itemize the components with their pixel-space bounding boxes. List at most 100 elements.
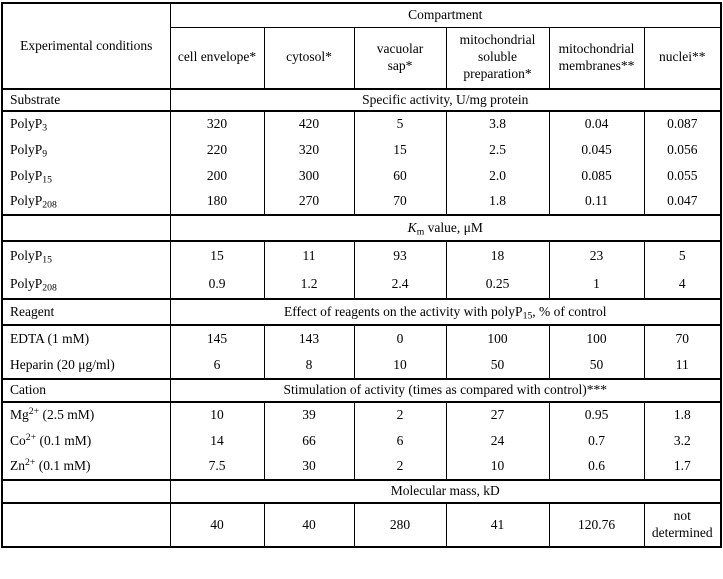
cell-value: 11 — [643, 352, 722, 379]
cell-value: 0.087 — [643, 111, 722, 137]
cell-value: 180 — [169, 189, 264, 215]
row-label: Zn2+ (0.1 mM) — [10, 457, 91, 474]
cell-value: 50 — [548, 352, 644, 379]
cell-value: 2 — [353, 454, 446, 480]
cell-value: 41 — [445, 503, 549, 547]
section-row-molecular-mass: Molecular mass, kD — [2, 479, 722, 504]
section-row-substrate: Substrate Specific activity, U/mg protei… — [2, 88, 722, 112]
cell-value: 2.5 — [445, 137, 549, 163]
table-row: PolyP15 15 11 93 18 23 5 — [2, 241, 722, 270]
cell-value: 220 — [169, 137, 264, 163]
cell-value: 60 — [353, 163, 446, 189]
column-header-mito-soluble: mitochondrial soluble preparation* — [445, 27, 549, 89]
cell-value: 39 — [263, 402, 354, 428]
cell-value: 14 — [169, 428, 264, 454]
column-header-mito-membranes: mitochondrial membranes** — [548, 27, 644, 89]
compartment-header-row: Experimental conditions Compartment — [2, 3, 722, 53]
cell-value: 3.2 — [643, 428, 722, 454]
section-row-km: Km value, μM — [2, 214, 722, 242]
cell-value: 5 — [353, 111, 446, 137]
cell-value: 18 — [445, 241, 549, 270]
cell-value: 145 — [169, 325, 264, 352]
cell-value: 27 — [445, 402, 549, 428]
section-title: Stimulation of activity (times as compar… — [169, 378, 722, 403]
cell-value: 70 — [353, 189, 446, 215]
cell-value: 300 — [263, 163, 354, 189]
cell-value: 10 — [169, 402, 264, 428]
cell-value: 8 — [263, 352, 354, 379]
cell-value: 15 — [353, 137, 446, 163]
cell-value: 100 — [445, 325, 549, 352]
row-label: Co2+ (0.1 mM) — [10, 431, 92, 448]
cell-value: 1 — [548, 270, 644, 299]
section-title: Molecular mass, kD — [169, 479, 722, 504]
cell-value: 30 — [263, 454, 354, 480]
row-label: PolyP208 — [10, 193, 57, 211]
cell-value: 0.11 — [548, 189, 644, 215]
cell-value: 2.0 — [445, 163, 549, 189]
cell-value: 1.8 — [643, 402, 722, 428]
cell-value: 10 — [445, 454, 549, 480]
table-row: EDTA (1 mM) 145 143 0 100 100 70 — [2, 325, 722, 352]
cell-value: 24 — [445, 428, 549, 454]
section-label: Reagent — [2, 298, 170, 326]
section-title-text: Specific activity, U/mg protein — [362, 91, 529, 107]
cell-value: 66 — [263, 428, 354, 454]
table-row: Zn2+ (0.1 mM) 7.5 30 2 10 0.6 1.7 — [2, 454, 722, 480]
table-row: Heparin (20 μg/ml) 6 8 10 50 50 11 — [2, 352, 722, 379]
column-header-row: cell envelope* cytosol* vacuolar sap* mi… — [2, 27, 722, 89]
row-label: Heparin (20 μg/ml) — [10, 356, 115, 372]
cell-value: 2.4 — [353, 270, 446, 299]
cell-value: not determined — [643, 503, 722, 547]
column-header-cell-envelope: cell envelope* — [169, 27, 264, 89]
cell-value: 320 — [263, 137, 354, 163]
experimental-conditions-table: Experimental conditions Compartment cell… — [1, 2, 723, 548]
section-label — [2, 479, 170, 504]
section-title: Km value, μM — [169, 214, 722, 242]
cell-value: 50 — [445, 352, 549, 379]
corner-header: Experimental conditions — [20, 37, 153, 53]
cell-value: 0.085 — [548, 163, 644, 189]
row-label: EDTA (1 mM) — [10, 330, 90, 346]
cell-value: 5 — [643, 241, 722, 270]
cell-value: 15 — [169, 241, 264, 270]
cell-value: 0.047 — [643, 189, 722, 215]
scanned-table-page: Experimental conditions Compartment cell… — [1, 2, 723, 548]
table-row: PolyP3 320 420 5 3.8 0.04 0.087 — [2, 111, 722, 137]
column-header-nuclei: nuclei** — [643, 27, 722, 89]
cell-value: 0.045 — [548, 137, 644, 163]
row-label — [2, 503, 170, 547]
cell-value: 6 — [353, 428, 446, 454]
cell-value: 0.056 — [643, 137, 722, 163]
cell-value: 320 — [169, 111, 264, 137]
row-label: PolyP15 — [10, 247, 52, 266]
cell-value: 70 — [643, 325, 722, 352]
table-row: PolyP208 0.9 1.2 2.4 0.25 1 4 — [2, 270, 722, 299]
cell-value: 120.76 — [548, 503, 644, 547]
table-row: Mg2+ (2.5 mM) 10 39 2 27 0.95 1.8 — [2, 402, 722, 428]
cell-value: 93 — [353, 241, 446, 270]
cell-value: 0.04 — [548, 111, 644, 137]
cell-value: 1.8 — [445, 189, 549, 215]
section-row-reagent: Reagent Effect of reagents on the activi… — [2, 298, 722, 326]
section-label: Cation — [2, 378, 170, 403]
section-label — [2, 214, 170, 242]
cell-value: 0.055 — [643, 163, 722, 189]
cell-value: 1.2 — [263, 270, 354, 299]
compartment-header: Compartment — [169, 3, 722, 28]
cell-value: 0.6 — [548, 454, 644, 480]
cell-value: 10 — [353, 352, 446, 379]
cell-value: 0.95 — [548, 402, 644, 428]
table-row: 40 40 280 41 120.76 not determined — [2, 503, 722, 547]
cell-value: 0.9 — [169, 270, 264, 299]
table-row: PolyP208 180 270 70 1.8 0.11 0.047 — [2, 189, 722, 215]
row-label: PolyP15 — [10, 167, 52, 186]
cell-value: 200 — [169, 163, 264, 189]
cell-value: 23 — [548, 241, 644, 270]
section-row-cation: Cation Stimulation of activity (times as… — [2, 378, 722, 403]
cell-value: 0.25 — [445, 270, 549, 299]
cell-value: 100 — [548, 325, 644, 352]
cell-value: 1.7 — [643, 454, 722, 480]
cell-value: 3.8 — [445, 111, 549, 137]
row-label: PolyP3 — [10, 116, 48, 134]
